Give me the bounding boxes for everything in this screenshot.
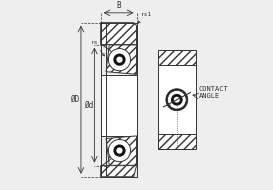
Text: rs: rs [91,40,105,56]
Circle shape [113,144,126,157]
Bar [158,51,196,149]
Circle shape [116,147,123,154]
Polygon shape [101,166,136,177]
Circle shape [113,54,126,66]
Bar [101,75,136,135]
Text: B: B [116,1,121,10]
Text: rs1: rs1 [138,12,152,23]
Circle shape [108,49,130,71]
Polygon shape [101,23,136,45]
Circle shape [116,57,123,63]
Text: CONTACT
ANGLE: CONTACT ANGLE [199,86,229,99]
Circle shape [171,94,183,106]
Polygon shape [106,45,136,74]
Circle shape [174,97,180,103]
Circle shape [166,89,188,111]
Text: Ød: Ød [84,101,93,110]
Circle shape [108,139,130,162]
Polygon shape [106,136,136,165]
Circle shape [171,94,182,105]
Polygon shape [158,134,196,149]
Circle shape [167,90,186,109]
Polygon shape [158,51,196,65]
Text: ØD: ØD [70,95,79,104]
